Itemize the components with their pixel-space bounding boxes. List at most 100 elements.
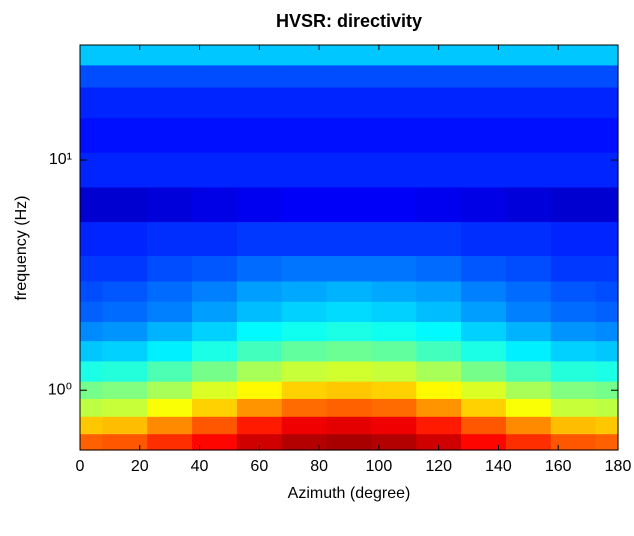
heatmap-cell (371, 360, 417, 382)
heatmap-cell (371, 64, 417, 88)
heatmap-cell (281, 117, 328, 153)
x-axis-label: Azimuth (degree) (288, 485, 411, 502)
heatmap-cell (371, 433, 417, 451)
heatmap-cell (505, 321, 552, 342)
heatmap-cell (416, 64, 462, 88)
heatmap-cell (461, 301, 507, 323)
heatmap-cell (147, 280, 193, 302)
heatmap-cell (326, 45, 373, 66)
heatmap-cell (147, 381, 193, 399)
heatmap-cell (102, 433, 148, 451)
heatmap-cell (371, 45, 417, 66)
heatmap-cell (147, 45, 193, 66)
heatmap-cell (102, 86, 148, 119)
heatmap-cell (371, 255, 417, 282)
x-tick-label: 160 (545, 458, 572, 475)
heatmap-cell (281, 86, 328, 119)
heatmap-cell (371, 86, 417, 119)
heatmap-cell (595, 117, 619, 153)
x-tick-label: 180 (605, 458, 632, 475)
heatmap-cell (505, 433, 552, 451)
heatmap-cell (147, 301, 193, 323)
heatmap-cell (461, 45, 507, 66)
heatmap-cell (80, 416, 104, 435)
heatmap-cell (236, 255, 283, 282)
heatmap-cell (80, 398, 104, 417)
heatmap-cell (236, 321, 283, 342)
heatmap-cell (281, 64, 328, 88)
heatmap-cell (192, 340, 238, 362)
x-tick-label: 80 (310, 458, 328, 475)
heatmap-cell (80, 152, 104, 188)
heatmap-cell (192, 301, 238, 323)
heatmap-cell (326, 221, 373, 256)
chart-title: HVSR: directivity (276, 11, 422, 31)
heatmap-cell (236, 152, 283, 188)
heatmap-cell (326, 186, 373, 223)
heatmap-cell (461, 321, 507, 342)
heatmap-cell (281, 152, 328, 188)
heatmap-cell (326, 152, 373, 188)
heatmap-cell (147, 221, 193, 256)
heatmap-cell (102, 340, 148, 362)
heatmap (80, 45, 619, 451)
heatmap-cell (461, 86, 507, 119)
heatmap-cell (550, 45, 597, 66)
heatmap-cell (461, 280, 507, 302)
heatmap-cell (102, 398, 148, 417)
heatmap-cell (147, 340, 193, 362)
heatmap-cell (192, 117, 238, 153)
heatmap-cell (102, 64, 148, 88)
heatmap-cell (371, 381, 417, 399)
heatmap-cell (147, 64, 193, 88)
heatmap-cell (461, 255, 507, 282)
heatmap-cell (192, 64, 238, 88)
heatmap-cell (192, 416, 238, 435)
heatmap-cell (192, 398, 238, 417)
heatmap-cell (80, 221, 104, 256)
heatmap-cell (192, 280, 238, 302)
heatmap-cell (192, 255, 238, 282)
heatmap-cell (236, 64, 283, 88)
heatmap-cell (371, 221, 417, 256)
heatmap-cell (550, 381, 597, 399)
heatmap-cell (461, 360, 507, 382)
heatmap-cell (595, 416, 619, 435)
heatmap-cell (80, 64, 104, 88)
heatmap-cell (550, 360, 597, 382)
heatmap-cell (102, 221, 148, 256)
heatmap-cell (147, 186, 193, 223)
heatmap-cell (505, 301, 552, 323)
heatmap-cell (236, 360, 283, 382)
heatmap-cell (505, 186, 552, 223)
heatmap-cell (236, 86, 283, 119)
heatmap-cell (595, 433, 619, 451)
heatmap-cell (416, 255, 462, 282)
heatmap-cell (102, 416, 148, 435)
heatmap-cell (595, 45, 619, 66)
heatmap-cell (147, 255, 193, 282)
heatmap-cell (80, 321, 104, 342)
heatmap-cell (416, 86, 462, 119)
heatmap-cell (416, 398, 462, 417)
x-tick-label: 140 (485, 458, 512, 475)
heatmap-cell (505, 255, 552, 282)
heatmap-cell (80, 117, 104, 153)
heatmap-cell (281, 360, 328, 382)
heatmap-cell (192, 45, 238, 66)
heatmap-cell (281, 381, 328, 399)
heatmap-cell (326, 86, 373, 119)
heatmap-cell (505, 221, 552, 256)
heatmap-cell (80, 360, 104, 382)
heatmap-cell (550, 117, 597, 153)
heatmap-cell (550, 433, 597, 451)
heatmap-cell (192, 360, 238, 382)
heatmap-cell (102, 255, 148, 282)
x-tick-label: 40 (191, 458, 209, 475)
heatmap-cell (595, 340, 619, 362)
heatmap-cell (281, 255, 328, 282)
heatmap-cell (147, 360, 193, 382)
heatmap-cell (416, 186, 462, 223)
heatmap-cell (595, 152, 619, 188)
heatmap-cell (505, 340, 552, 362)
